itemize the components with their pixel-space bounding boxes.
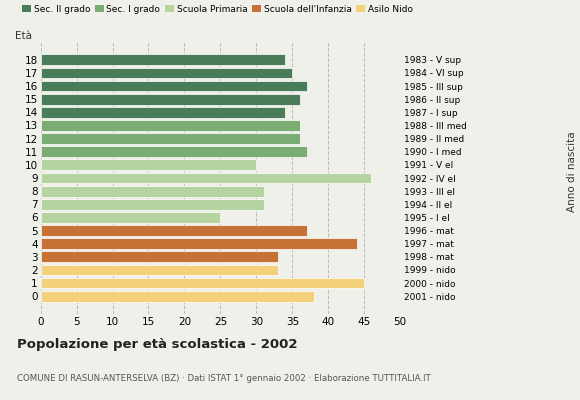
Bar xyxy=(41,199,263,210)
Bar xyxy=(41,264,278,275)
Bar xyxy=(41,146,307,157)
Bar xyxy=(41,160,256,170)
Bar xyxy=(41,107,285,118)
Bar xyxy=(41,238,357,249)
Bar xyxy=(41,225,307,236)
Bar xyxy=(41,120,299,131)
Bar xyxy=(41,54,285,65)
Bar xyxy=(41,212,220,223)
Bar xyxy=(41,94,299,104)
Bar xyxy=(41,68,292,78)
Bar xyxy=(41,252,278,262)
Text: Età: Età xyxy=(16,31,32,41)
Bar xyxy=(41,133,299,144)
Bar xyxy=(41,278,364,288)
Bar xyxy=(41,81,307,92)
Bar xyxy=(41,291,314,302)
Bar xyxy=(41,173,371,183)
Text: Popolazione per età scolastica - 2002: Popolazione per età scolastica - 2002 xyxy=(17,338,298,351)
Text: Anno di nascita: Anno di nascita xyxy=(567,132,577,212)
Legend: Sec. II grado, Sec. I grado, Scuola Primaria, Scuola dell'Infanzia, Asilo Nido: Sec. II grado, Sec. I grado, Scuola Prim… xyxy=(22,4,412,14)
Text: COMUNE DI RASUN-ANTERSELVA (BZ) · Dati ISTAT 1° gennaio 2002 · Elaborazione TUTT: COMUNE DI RASUN-ANTERSELVA (BZ) · Dati I… xyxy=(17,374,431,383)
Bar xyxy=(41,186,263,196)
